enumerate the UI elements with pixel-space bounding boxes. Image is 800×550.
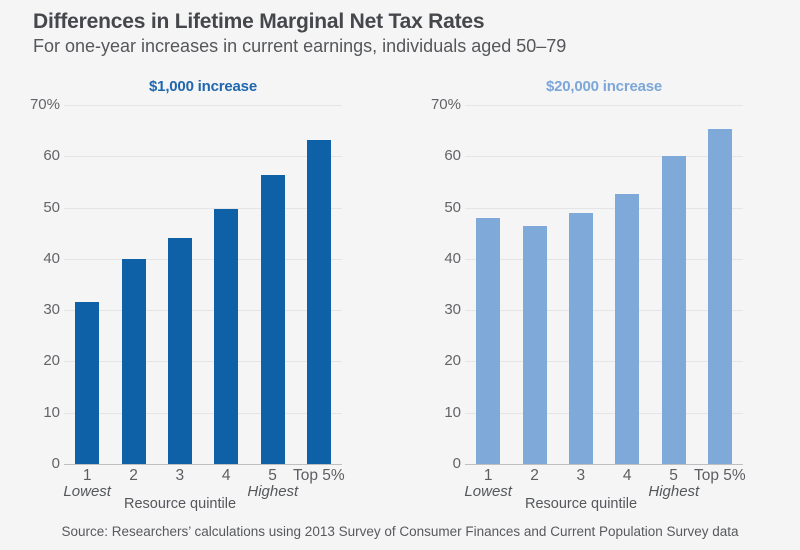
right-y-axis: 0 10 20 30 40 50 60 70% <box>415 0 461 550</box>
gridline <box>465 258 743 260</box>
y-tick-label: 30 <box>43 301 60 319</box>
bar-top-5- <box>707 128 732 464</box>
gridline <box>64 156 342 158</box>
bar-2 <box>121 258 146 464</box>
x-tick-label: 2 <box>530 467 539 484</box>
x-tick-label: 5 <box>669 467 678 484</box>
bar-top-5- <box>306 140 331 464</box>
y-tick-label: 60 <box>444 147 461 165</box>
gridline <box>64 361 342 363</box>
y-tick-label: 50 <box>43 198 60 216</box>
right-highest-label: Highest <box>648 483 700 500</box>
gridline <box>465 361 743 363</box>
right-bar-chart <box>465 105 743 465</box>
gridline <box>465 412 743 414</box>
x-tick-label: 3 <box>576 467 586 484</box>
y-tick-label: 50 <box>444 198 461 216</box>
gridline <box>465 156 743 158</box>
source-note: Source: Researchers’ calculations using … <box>61 524 739 539</box>
y-tick-label: 40 <box>444 249 461 267</box>
bar-3 <box>167 238 192 464</box>
x-tick-label: Top 5% <box>693 467 746 484</box>
left-panel-title: $1,000 increase <box>149 78 257 95</box>
gridline <box>64 412 342 414</box>
gridline <box>465 207 743 209</box>
x-tick-label: 3 <box>175 467 185 484</box>
gridline <box>64 105 342 106</box>
gridline <box>465 310 743 312</box>
left-x-axis-title: Resource quintile <box>123 496 237 512</box>
bar-2 <box>522 225 547 464</box>
x-axis-line <box>465 464 743 465</box>
y-tick-label: 0 <box>51 455 60 472</box>
bar-1 <box>75 302 100 464</box>
right-x-axis-title: Resource quintile <box>524 496 638 512</box>
x-tick-label: 5 <box>268 467 277 484</box>
y-tick-label: 20 <box>43 352 60 370</box>
y-tick-label: 30 <box>444 301 461 319</box>
gridline <box>64 207 342 209</box>
bar-5 <box>260 174 285 464</box>
bar-3 <box>568 212 593 464</box>
y-tick-label: 70% <box>430 96 461 113</box>
bar-5 <box>661 156 686 464</box>
y-tick-label: 60 <box>43 147 60 165</box>
x-tick-label: 2 <box>129 467 138 484</box>
x-tick-label: 1 <box>483 467 493 484</box>
bar-1 <box>476 217 501 464</box>
chart-title: Differences in Lifetime Marginal Net Tax… <box>33 10 485 33</box>
gridline <box>465 105 743 106</box>
left-bar-chart <box>64 105 342 465</box>
bar-4 <box>214 208 239 464</box>
y-tick-label: 0 <box>452 455 461 472</box>
left-lowest-label: Lowest <box>63 483 111 500</box>
x-tick-label: 4 <box>221 467 231 484</box>
y-tick-label: 10 <box>43 403 60 421</box>
gridline <box>64 310 342 312</box>
x-axis-line <box>64 464 342 465</box>
y-tick-label: 20 <box>444 352 461 370</box>
gridline <box>64 258 342 260</box>
left-highest-label: Highest <box>247 483 299 500</box>
x-tick-label: 4 <box>622 467 632 484</box>
y-tick-label: 40 <box>43 249 60 267</box>
chart-subtitle: For one-year increases in current earnin… <box>33 36 567 56</box>
y-tick-label: 10 <box>444 403 461 421</box>
bar-4 <box>615 194 640 464</box>
left-y-axis: 0 10 20 30 40 50 60 70% <box>14 0 60 550</box>
x-tick-label: 1 <box>82 467 92 484</box>
x-tick-label: Top 5% <box>292 467 345 484</box>
right-lowest-label: Lowest <box>464 483 512 500</box>
right-panel-title: $20,000 increase <box>545 78 663 95</box>
y-tick-label: 70% <box>29 96 60 113</box>
